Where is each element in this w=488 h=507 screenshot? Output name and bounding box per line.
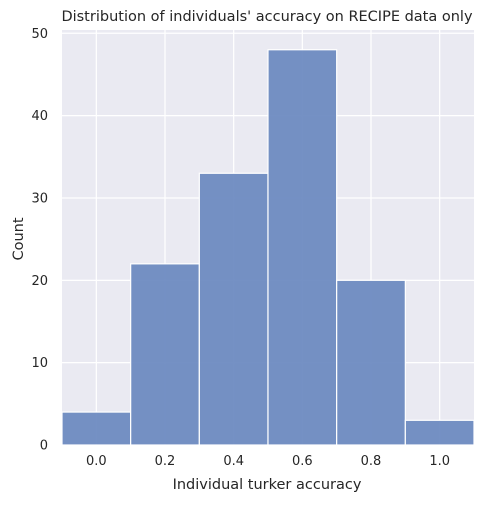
x-tick-label: 1.0 [429, 454, 450, 469]
histogram-bar [198, 172, 269, 446]
histogram-bar [336, 279, 406, 446]
x-axis-label: Individual turker accuracy [173, 477, 362, 493]
chart-title: Distribution of individuals' accuracy on… [61, 9, 473, 25]
y-tick-label: 20 [31, 274, 48, 289]
y-tick-label: 0 [40, 439, 48, 454]
x-tick-label: 0.8 [361, 454, 382, 469]
y-axis-label: Count [11, 217, 27, 260]
histogram-bar [404, 419, 475, 446]
histogram-bar [267, 49, 338, 446]
y-tick-label: 40 [31, 109, 48, 124]
y-tick-label: 50 [31, 27, 48, 42]
y-tick-label: 30 [31, 191, 48, 206]
x-tick-label: 0.6 [292, 454, 313, 469]
x-tick-labels: 0.0 0.2 0.4 0.6 0.8 1.0 [86, 454, 450, 469]
bars [61, 49, 475, 446]
y-tick-labels: 0 10 20 30 40 50 [31, 27, 48, 454]
y-tick-label: 10 [31, 356, 48, 371]
x-tick-label: 0.0 [86, 454, 107, 469]
histogram-bar [130, 263, 200, 446]
x-tick-label: 0.2 [155, 454, 176, 469]
histogram-bar [61, 411, 132, 446]
x-tick-label: 0.4 [223, 454, 244, 469]
